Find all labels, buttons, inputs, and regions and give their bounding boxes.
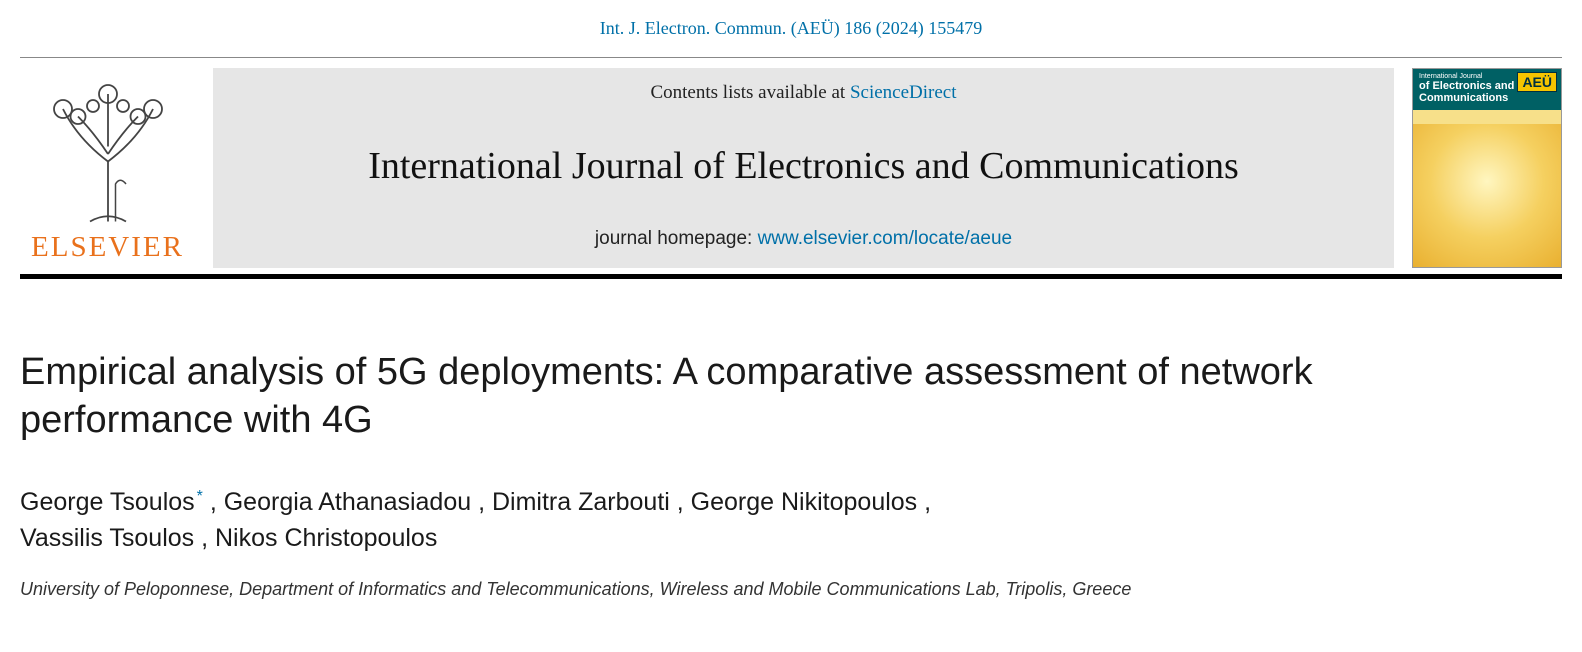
citation-reference: Int. J. Electron. Commun. (AEÜ) 186 (202… [20,10,1562,57]
author-name: Nikos Christopoulos [215,524,437,552]
affiliation: University of Peloponnese, Department of… [20,579,1562,600]
journal-banner: Contents lists available at ScienceDirec… [213,68,1394,268]
author-name: George Nikitopoulos [691,488,918,516]
author-name: George Tsoulos [20,488,195,516]
contents-prefix: Contents lists available at [650,82,849,103]
article-title: Empirical analysis of 5G deployments: A … [20,349,1370,444]
cover-background [1413,124,1561,267]
author-name: Dimitra Zarbouti [492,488,670,516]
elsevier-tree-icon [33,79,183,229]
publisher-name: ELSEVIER [31,231,184,264]
contents-available-line: Contents lists available at ScienceDirec… [650,82,956,104]
homepage-prefix: journal homepage: [595,228,758,249]
journal-homepage-link[interactable]: www.elsevier.com/locate/aeue [758,228,1013,249]
journal-header: ELSEVIER Contents lists available at Sci… [20,57,1562,279]
author-list: George Tsoulos* , Georgia Athanasiadou ,… [20,484,1420,557]
publisher-logo: ELSEVIER [20,68,195,268]
corresponding-author-mark[interactable]: * [197,488,203,505]
cover-line2: Communications [1419,92,1555,104]
sciencedirect-link[interactable]: ScienceDirect [850,82,957,103]
journal-homepage-line: journal homepage: www.elsevier.com/locat… [595,228,1012,250]
author-name: Georgia Athanasiadou [224,488,471,516]
journal-cover-thumbnail: International Journal of Electronics and… [1412,68,1562,268]
cover-aeu-badge: AEÜ [1517,72,1557,92]
author-name: Vassilis Tsoulos [20,524,194,552]
journal-title: International Journal of Electronics and… [368,144,1239,188]
